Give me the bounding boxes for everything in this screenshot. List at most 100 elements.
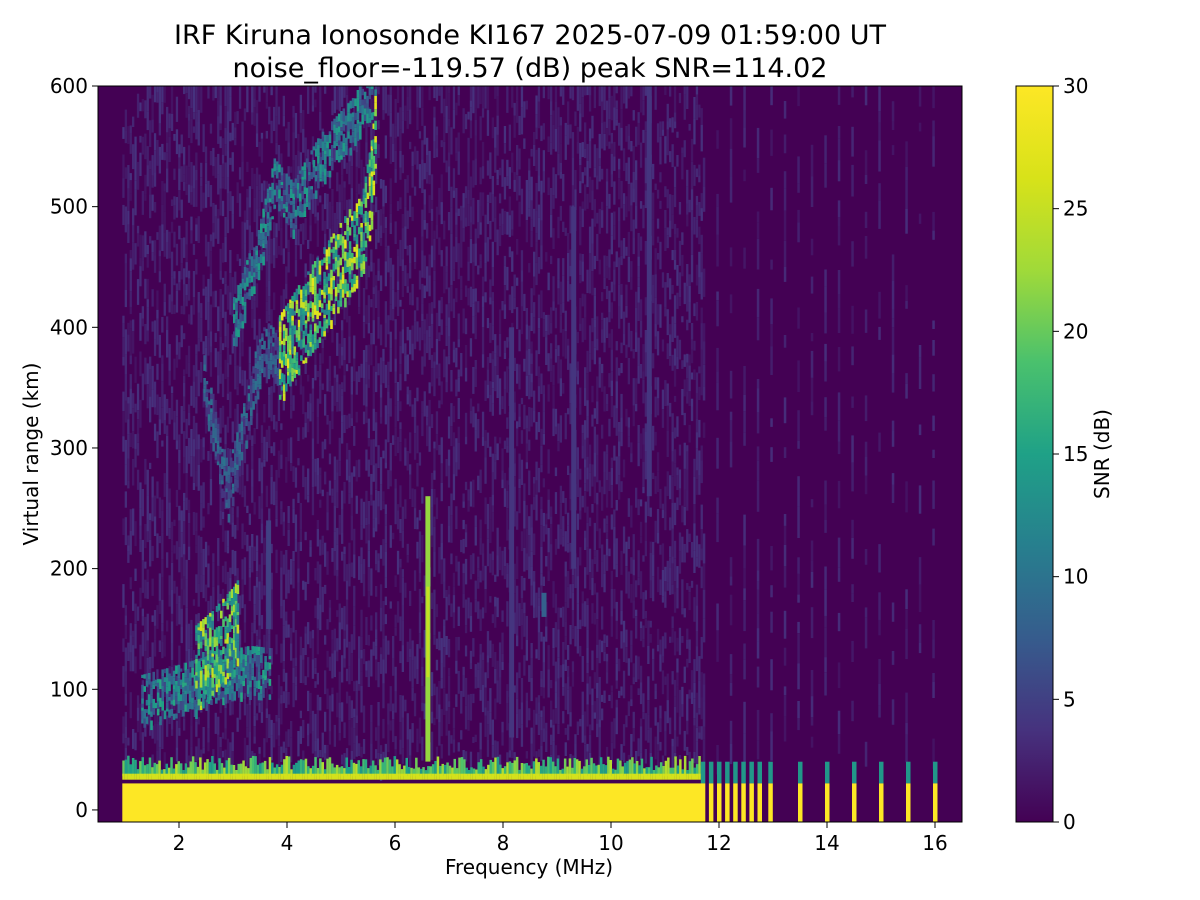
noise-cell: [557, 607, 560, 630]
noise-cell: [362, 119, 366, 129]
noise-cell: [678, 532, 682, 552]
noise-cell: [918, 584, 922, 613]
noise-cell: [506, 563, 509, 574]
noise-cell: [365, 661, 368, 671]
clutter-fringe-bright: [249, 773, 252, 780]
noise-cell: [345, 580, 349, 600]
noise-cell: [153, 423, 157, 441]
noise-cell: [168, 136, 171, 162]
noise-cell: [433, 106, 436, 118]
noise-cell: [411, 325, 414, 344]
noise-cell: [673, 449, 677, 464]
noise-cell: [209, 352, 213, 377]
noise-cell: [716, 437, 719, 469]
noise-cell: [610, 742, 613, 764]
noise-cell: [664, 307, 667, 317]
noise-cell: [163, 688, 166, 698]
noise-cell: [518, 603, 521, 626]
clutter-fringe-bright: [163, 773, 166, 780]
noise-cell: [139, 257, 142, 267]
noise-cell: [671, 451, 674, 462]
noise-cell: [545, 556, 548, 567]
noise-cell: [567, 586, 570, 608]
noise-cell: [406, 210, 409, 229]
noise-cell: [547, 136, 550, 152]
noise-cell: [365, 258, 368, 281]
noise-cell: [918, 624, 922, 643]
noise-cell: [618, 306, 621, 329]
noise-cell: [613, 405, 616, 428]
noise-cell: [688, 199, 691, 213]
noise-cell: [695, 432, 699, 449]
noise-cell: [151, 642, 154, 669]
noise-cell: [547, 499, 550, 520]
noise-cell: [170, 589, 174, 614]
noise-cell: [428, 382, 431, 394]
noise-cell: [700, 726, 703, 740]
clutter-fringe: [146, 764, 149, 777]
noise-cell: [324, 635, 327, 645]
noise-cell: [579, 298, 582, 324]
noise-cell: [392, 658, 395, 676]
noise-cell: [647, 729, 650, 743]
noise-cell: [851, 584, 854, 594]
noise-cell: [605, 653, 609, 662]
noise-cell: [523, 101, 526, 118]
noise-cell: [270, 344, 273, 360]
noise-cell: [637, 550, 640, 578]
noise-cell: [610, 235, 613, 255]
noise-cell: [520, 188, 524, 215]
noise-cell: [484, 214, 487, 243]
noise-cell: [180, 305, 183, 315]
noise-cell: [579, 260, 582, 275]
clutter-fringe: [256, 764, 260, 777]
noise-cell: [562, 687, 565, 696]
clutter-fringe-bright: [326, 773, 329, 780]
noise-cell: [686, 86, 689, 109]
noise-cell: [336, 651, 339, 662]
noise-cell: [797, 573, 800, 595]
noise-cell: [362, 574, 366, 597]
noise-cell: [166, 435, 169, 463]
noise-cell: [620, 240, 623, 256]
noise-cell: [474, 526, 477, 546]
noise-cell: [394, 427, 397, 441]
noise-cell: [241, 146, 244, 162]
noise-cell: [700, 108, 703, 125]
noise-cell: [423, 686, 426, 704]
noise-cell: [146, 245, 149, 254]
clutter-fringe: [220, 763, 224, 777]
noise-cell: [603, 643, 606, 652]
noise-cell: [375, 749, 378, 759]
clutter-fringe-bright: [388, 773, 392, 780]
noise-cell: [627, 86, 630, 99]
noise-cell: [124, 109, 127, 131]
noise-cell: [224, 311, 227, 336]
noise-cell: [596, 644, 599, 659]
noise-cell: [416, 86, 419, 108]
noise-cell: [537, 632, 541, 660]
noise-cell: [639, 752, 643, 761]
noise-cell: [593, 556, 596, 564]
noise-cell: [601, 210, 604, 228]
noise-cell: [445, 382, 448, 393]
noise-cell: [416, 517, 419, 530]
noise-cell: [122, 154, 125, 178]
noise-cell: [394, 371, 397, 384]
noise-cell: [170, 551, 174, 563]
noise-cell: [513, 593, 516, 613]
noise-cell: [282, 599, 285, 626]
noise-cell: [562, 258, 565, 276]
noise-cell: [564, 621, 567, 637]
noise-cell: [671, 461, 674, 477]
noise-cell: [601, 101, 604, 123]
noise-cell: [299, 541, 302, 551]
noise-cell: [455, 347, 458, 368]
noise-cell: [484, 687, 487, 708]
noise-cell: [209, 251, 213, 274]
noise-cell: [652, 555, 655, 576]
noise-cell: [345, 564, 349, 581]
noise-cell: [455, 438, 458, 463]
noise-cell: [338, 384, 341, 412]
noise-cell: [134, 189, 137, 216]
